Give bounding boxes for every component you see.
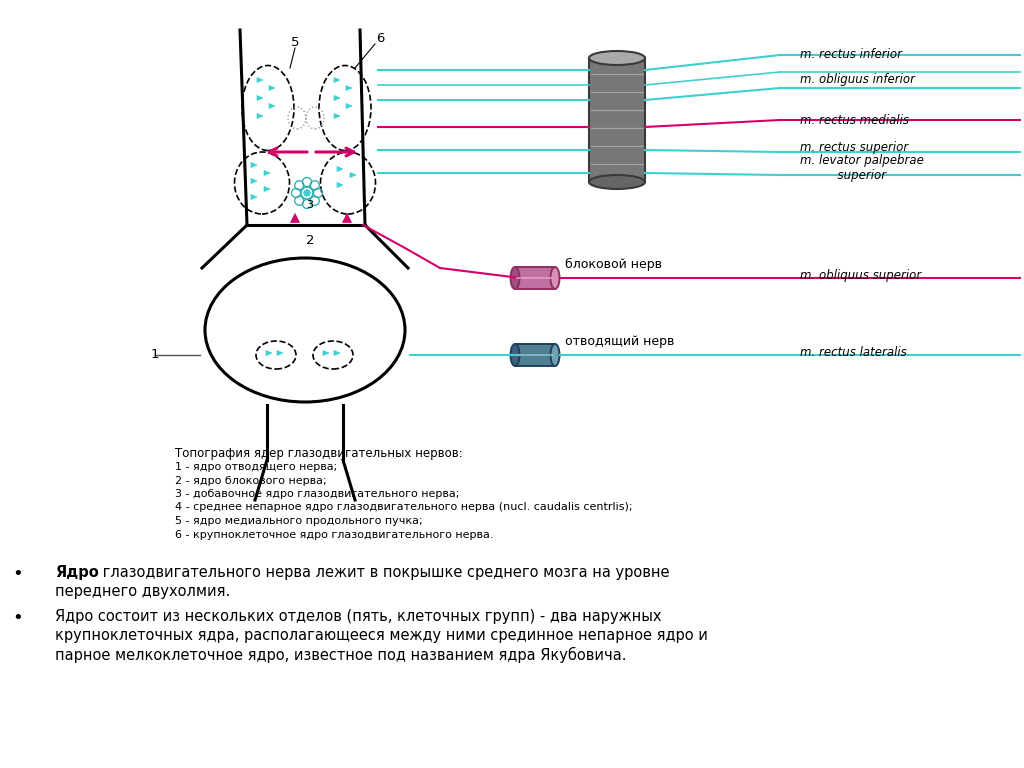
Text: 4 - среднее непарное ядро глазодвигательного нерва (nucl. caudalis centrlis);: 4 - среднее непарное ядро глазодвигатель… xyxy=(175,502,633,512)
Text: Ядро состоит из нескольких отделов (пять, клеточных групп) - два наружных: Ядро состоит из нескольких отделов (пять… xyxy=(55,609,662,624)
Polygon shape xyxy=(266,350,272,356)
Polygon shape xyxy=(278,350,283,356)
Text: глазодвигательного нерва лежит в покрышке среднего мозга на уровне: глазодвигательного нерва лежит в покрышк… xyxy=(98,565,670,580)
Text: •: • xyxy=(12,565,23,583)
Text: блоковой нерв: блоковой нерв xyxy=(565,257,662,270)
Bar xyxy=(515,344,555,366)
Ellipse shape xyxy=(511,267,519,289)
Text: парное мелкоклеточное ядро, известное под названием ядра Якубовича.: парное мелкоклеточное ядро, известное по… xyxy=(55,647,627,663)
Polygon shape xyxy=(264,170,270,176)
Polygon shape xyxy=(291,214,299,223)
Text: 3: 3 xyxy=(306,200,313,210)
Ellipse shape xyxy=(551,267,559,289)
Ellipse shape xyxy=(551,344,559,366)
Text: отводящий нерв: отводящий нерв xyxy=(565,335,675,347)
Bar xyxy=(589,58,645,182)
Text: переднего двухолмия.: переднего двухолмия. xyxy=(55,584,230,599)
Text: m. rectus superior: m. rectus superior xyxy=(800,141,908,154)
Polygon shape xyxy=(337,183,343,187)
Polygon shape xyxy=(334,350,340,356)
Text: m. rectus lateralis: m. rectus lateralis xyxy=(800,346,906,359)
Text: 3 - добавочное ядро глазодвигательного нерва;: 3 - добавочное ядро глазодвигательного н… xyxy=(175,489,460,499)
Polygon shape xyxy=(257,95,263,101)
Text: 6 - крупноклеточное ядро глазодвигательного нерва.: 6 - крупноклеточное ядро глазодвигательн… xyxy=(175,529,494,539)
Polygon shape xyxy=(334,78,340,82)
Polygon shape xyxy=(269,104,275,108)
Polygon shape xyxy=(342,214,351,223)
Polygon shape xyxy=(334,114,340,118)
Text: 5 - ядро медиального продольного пучка;: 5 - ядро медиального продольного пучка; xyxy=(175,516,423,526)
Polygon shape xyxy=(264,187,270,191)
Text: m. rectus medialis: m. rectus medialis xyxy=(800,114,909,127)
Polygon shape xyxy=(346,104,352,108)
Text: 1: 1 xyxy=(151,349,160,362)
Text: 5: 5 xyxy=(291,35,299,48)
Polygon shape xyxy=(350,173,356,177)
Text: m. obliguus inferior: m. obliguus inferior xyxy=(800,74,915,87)
Ellipse shape xyxy=(589,175,645,189)
Polygon shape xyxy=(257,114,263,118)
Text: Ядро: Ядро xyxy=(55,565,98,580)
Polygon shape xyxy=(251,178,257,184)
Text: m. rectus inferior: m. rectus inferior xyxy=(800,48,902,61)
Text: 2: 2 xyxy=(306,233,314,247)
Polygon shape xyxy=(251,194,257,200)
Text: 6: 6 xyxy=(376,31,384,45)
Text: •: • xyxy=(12,609,23,627)
Bar xyxy=(515,267,555,289)
Polygon shape xyxy=(323,350,329,356)
Ellipse shape xyxy=(589,51,645,65)
Polygon shape xyxy=(337,167,343,171)
Text: 1 - ядро отводящего нерва;: 1 - ядро отводящего нерва; xyxy=(175,462,337,472)
Circle shape xyxy=(304,190,310,196)
Polygon shape xyxy=(251,163,257,167)
Polygon shape xyxy=(346,85,352,91)
Text: m. levator palpebrae
          superior: m. levator palpebrae superior xyxy=(800,154,924,182)
Text: 2 - ядро блокового нерва;: 2 - ядро блокового нерва; xyxy=(175,475,327,485)
Polygon shape xyxy=(257,78,263,82)
Text: Топография ядер глазодвигательных нервов:: Топография ядер глазодвигательных нервов… xyxy=(175,447,463,460)
Text: m. obliquus superior: m. obliquus superior xyxy=(800,269,922,282)
Ellipse shape xyxy=(511,344,519,366)
Text: крупноклеточных ядра, располагающееся между ними срединное непарное ядро и: крупноклеточных ядра, располагающееся ме… xyxy=(55,628,708,643)
Polygon shape xyxy=(334,95,340,101)
Polygon shape xyxy=(269,85,275,91)
